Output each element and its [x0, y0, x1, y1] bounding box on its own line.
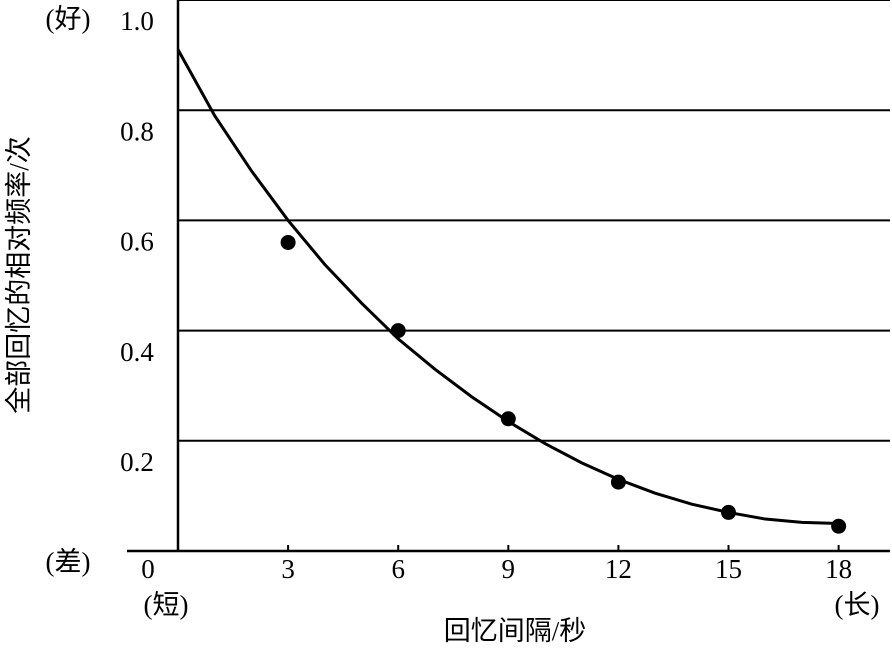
y-tick-label: 0.8: [120, 116, 154, 146]
data-point: [831, 518, 847, 534]
y-tick-label: 0.6: [120, 227, 154, 257]
x-high-note: (长): [835, 590, 880, 620]
data-point: [280, 234, 296, 250]
x-tick-label: 6: [391, 554, 405, 584]
y-high-note: (好): [46, 4, 91, 34]
x-low-note: (短): [144, 590, 189, 620]
fit-curve: [176, 48, 839, 525]
y-axis-label: 全部回忆的相对频率/次: [4, 136, 34, 414]
x-tick-label: 0: [141, 554, 155, 584]
y-tick-label: 0.2: [120, 447, 154, 477]
x-axis-label: 回忆间隔/秒: [444, 616, 587, 646]
x-tick-label: 3: [281, 554, 295, 584]
data-point: [610, 474, 626, 490]
data-point: [721, 504, 737, 520]
x-tick-label: 18: [825, 554, 852, 584]
y-tick-label: 1.0: [120, 6, 154, 36]
data-point: [500, 411, 516, 427]
y-low-note: (差): [46, 547, 91, 577]
x-tick-label: 9: [502, 554, 516, 584]
y-tick-label: 0.4: [120, 337, 154, 367]
x-tick-label: 12: [605, 554, 632, 584]
data-point: [390, 323, 406, 339]
x-tick-label: 15: [715, 554, 742, 584]
